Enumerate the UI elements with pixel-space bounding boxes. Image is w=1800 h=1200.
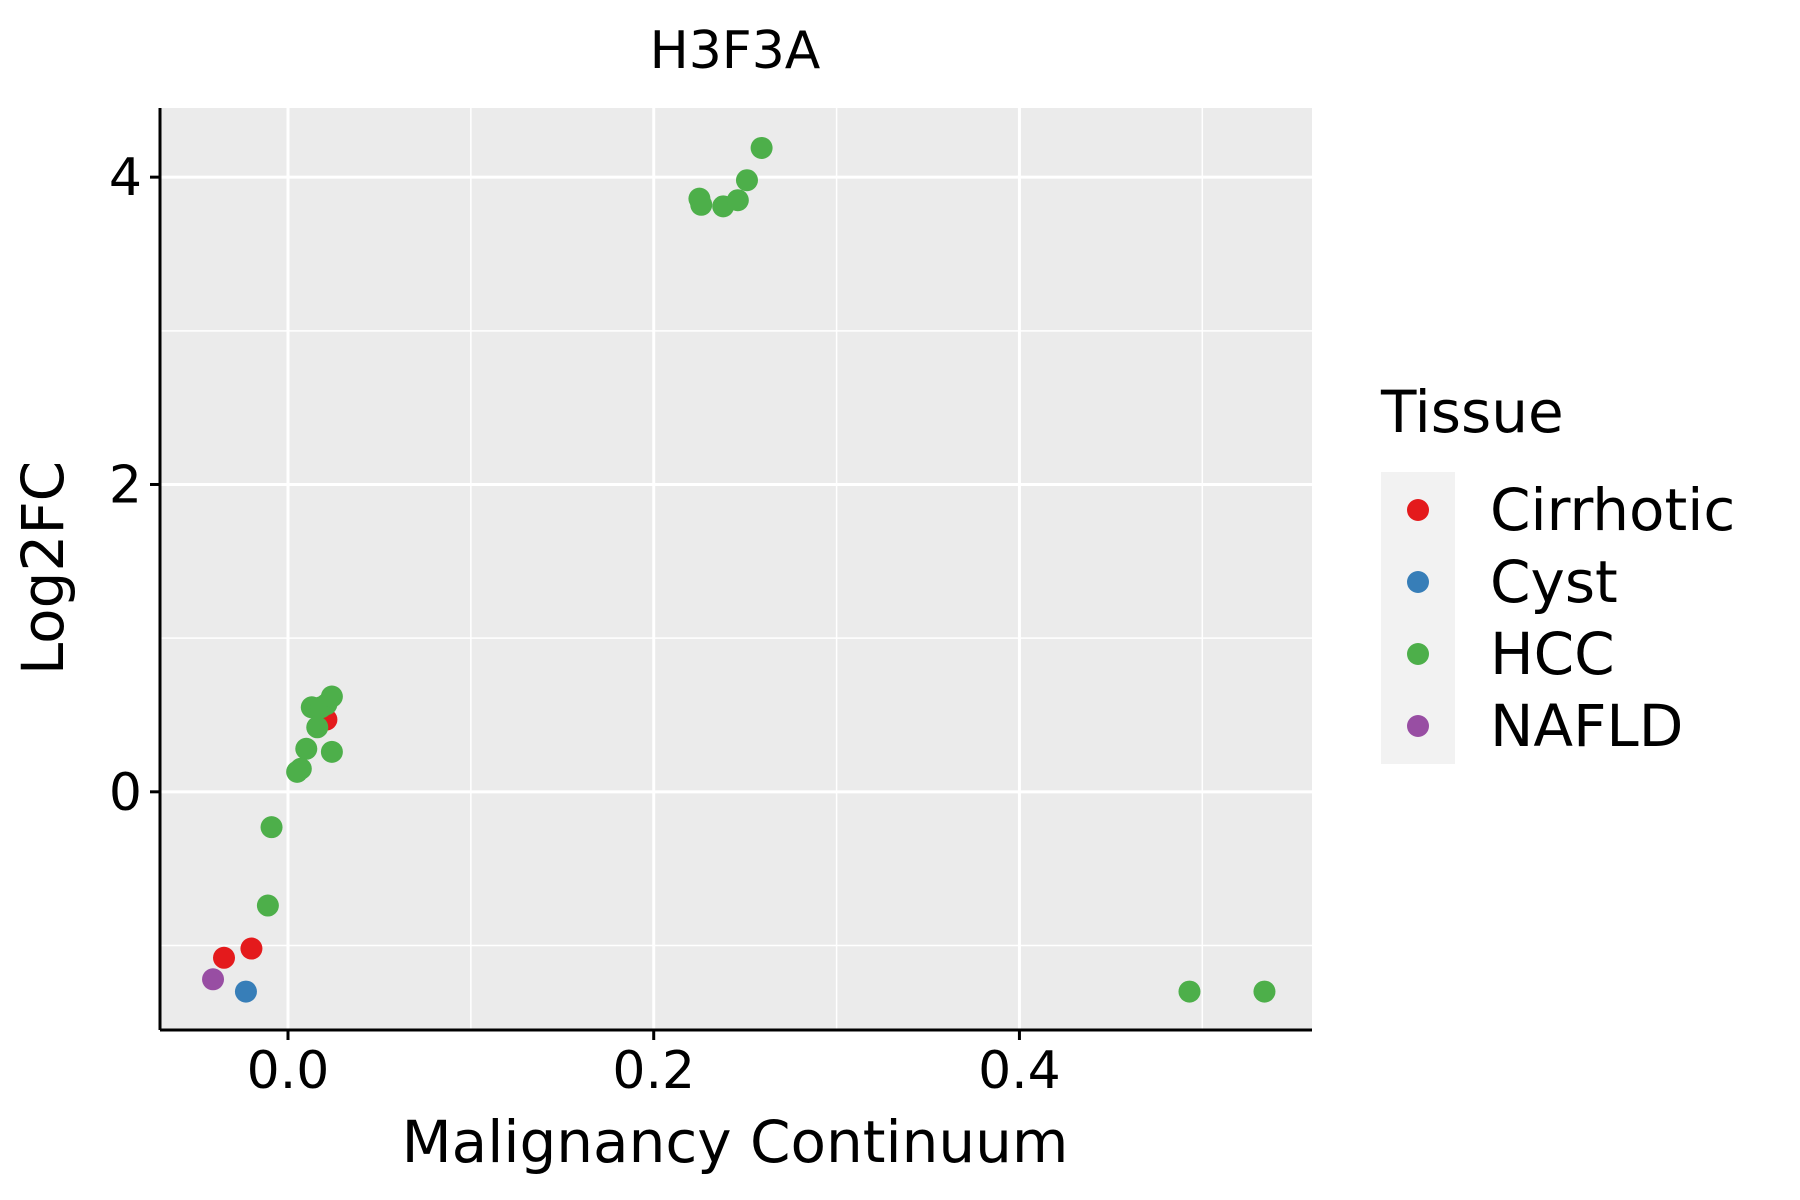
y-tick-label: 2: [109, 455, 142, 515]
data-point-hcc: [750, 136, 773, 159]
data-point-cyst: [234, 980, 257, 1003]
legend-label-cirrhotic: Cirrhotic: [1490, 476, 1735, 544]
data-point-hcc: [286, 760, 309, 783]
x-tick-label: 0.2: [612, 1041, 695, 1101]
legend-title: Tissue: [1380, 378, 1564, 446]
data-point-hcc: [256, 894, 279, 917]
legend-label-hcc: HCC: [1490, 620, 1615, 688]
legend-key-cirrhotic: [1407, 499, 1429, 521]
x-axis-title: Malignancy Continuum: [402, 1108, 1069, 1176]
data-point-hcc: [726, 189, 749, 212]
x-tick-label: 0.4: [978, 1041, 1061, 1101]
minor-gridlines: [160, 108, 1312, 1030]
plot-panel: [160, 108, 1312, 1030]
legend-label-nafld: NAFLD: [1490, 692, 1683, 760]
data-point-hcc: [735, 169, 758, 192]
data-point-hcc: [295, 737, 318, 760]
data-point-hcc: [260, 816, 283, 839]
data-point-cirrhotic: [240, 937, 263, 960]
y-axis-ticks: 0 2 4: [109, 148, 160, 823]
data-point-hcc: [690, 193, 713, 216]
y-tick-label: 4: [109, 148, 142, 208]
data-point-hcc: [320, 740, 343, 763]
legend-key-hcc: [1407, 643, 1429, 665]
y-tick-label: 0: [109, 763, 142, 823]
data-point-cirrhotic: [213, 946, 235, 969]
data-point-nafld: [202, 968, 225, 991]
legend-key-cyst: [1407, 571, 1429, 593]
major-gridlines: [160, 108, 1312, 1030]
legend-label-cyst: Cyst: [1490, 548, 1618, 616]
chart-title: H3F3A: [650, 21, 821, 81]
data-point-hcc: [1178, 980, 1201, 1003]
x-axis-ticks: 0.0 0.2 0.4: [247, 1030, 1061, 1101]
y-axis-title: Log2FC: [9, 461, 77, 675]
data-point-hcc: [320, 685, 343, 708]
legend-key-nafld: [1407, 715, 1429, 737]
data-point-hcc: [306, 716, 329, 739]
data-point-hcc: [1253, 980, 1276, 1003]
x-tick-label: 0.0: [247, 1041, 330, 1101]
data-points: [202, 136, 1276, 1003]
